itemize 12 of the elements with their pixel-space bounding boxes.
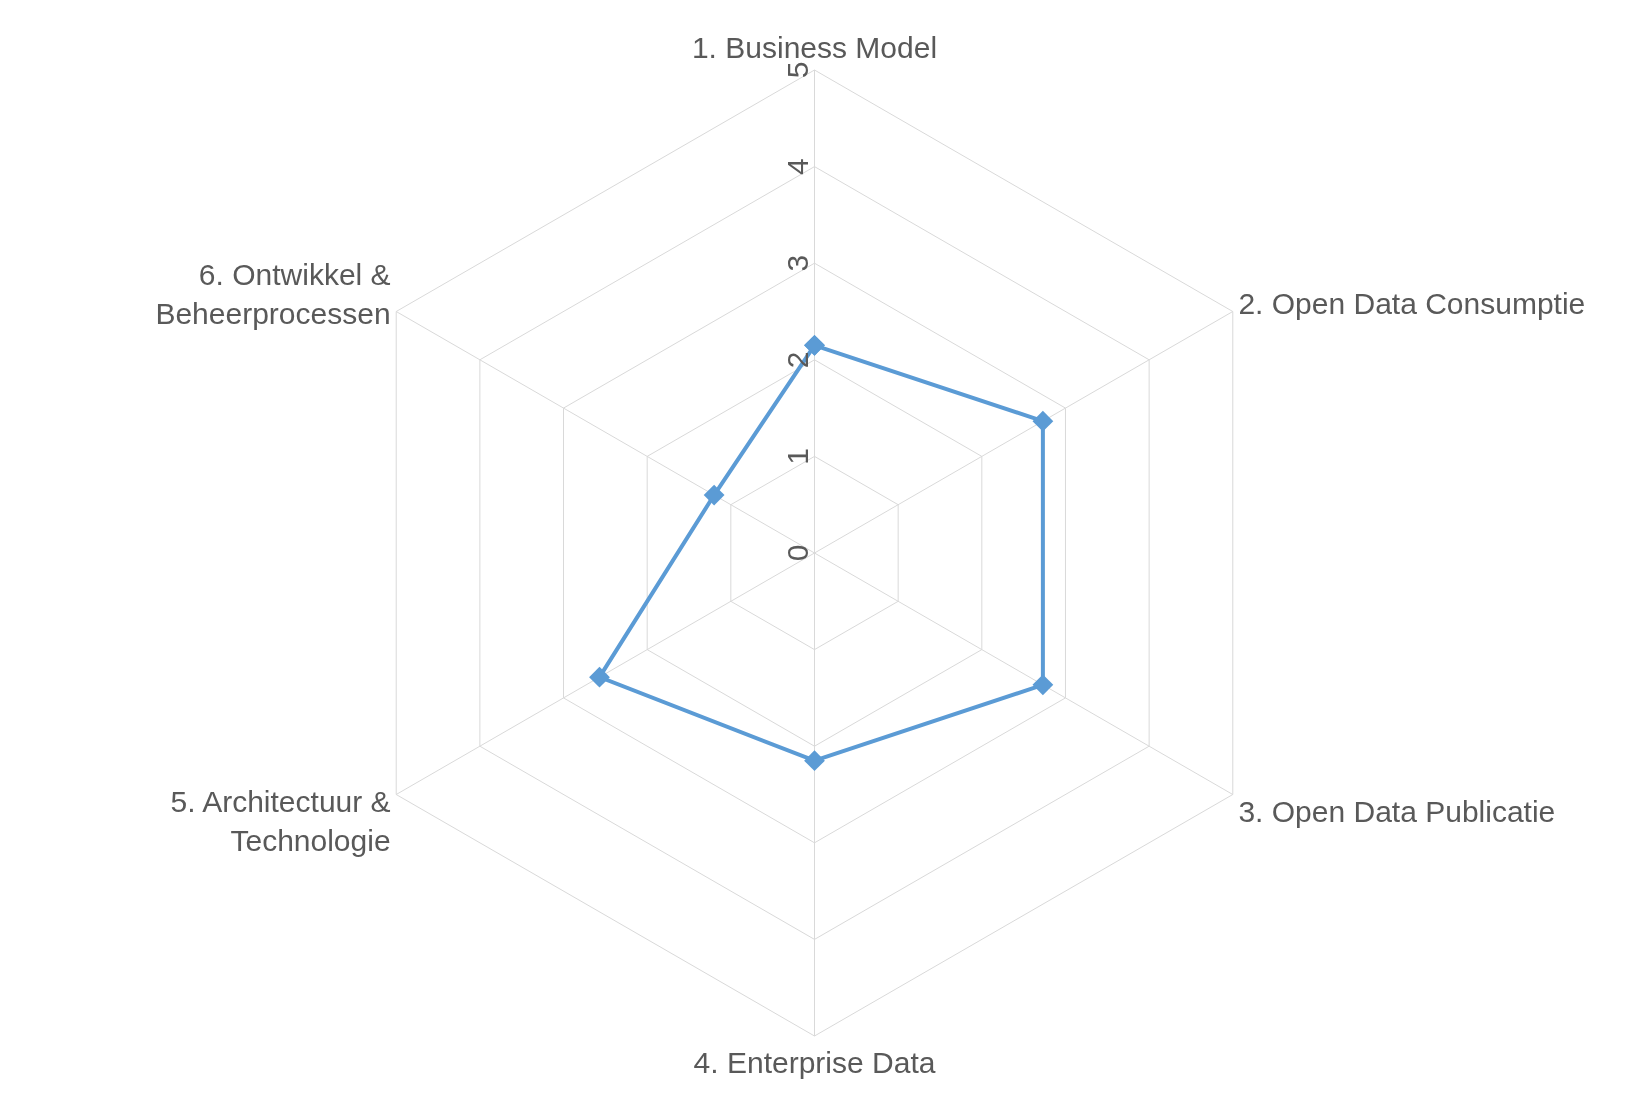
spoke-label: 4. Enterprise Data <box>693 1045 936 1079</box>
y-tick-label: 5 <box>781 61 814 79</box>
y-tick-label: 0 <box>781 544 814 562</box>
y-tick-label: 3 <box>781 254 814 272</box>
y-tick-label: 1 <box>781 448 814 465</box>
spoke-label: 5. Architectuur & Technologie <box>170 785 391 858</box>
y-tick-label: 2 <box>781 351 814 369</box>
spoke-label: 6. Ontwikkel & Beheerprocessen <box>155 258 391 331</box>
spoke-label: 2. Open Data Consumptie <box>1238 287 1586 321</box>
y-tick-label: 4 <box>781 158 814 175</box>
spoke-label: 1. Business Model <box>691 30 938 64</box>
spoke-label: 3. Open Data Publicatie <box>1238 794 1556 828</box>
